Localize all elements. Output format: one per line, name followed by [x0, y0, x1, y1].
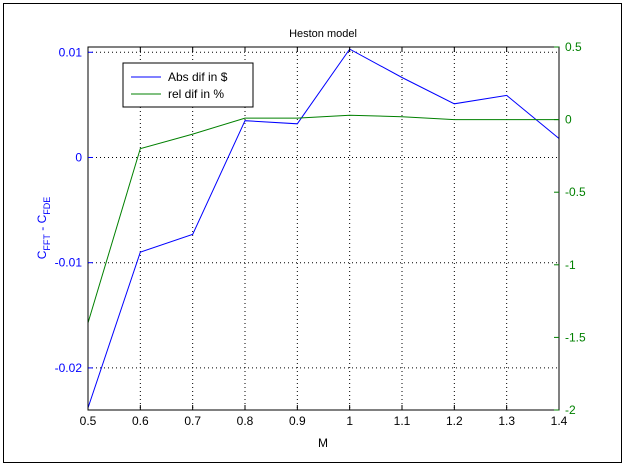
- y-right-tick-label: 0.5: [565, 40, 582, 54]
- x-tick-label: 0.7: [184, 414, 201, 428]
- x-tick-label: 1.3: [498, 414, 515, 428]
- x-tick-label: 1: [346, 414, 353, 428]
- y-right-tick-label: 0: [565, 113, 572, 127]
- y-right-tick-label: -0.5: [565, 185, 586, 199]
- chart: 0.5 0.6 0.7 0.8 0.9 1 1.1 1.2 1.3 1.4 -0.02 -0.01 0 0…: [35, 28, 586, 450]
- y-left-tick-label: -0.02: [55, 361, 83, 375]
- x-tick-label: 1.4: [551, 414, 568, 428]
- series-line-rel-dif: [87, 114, 559, 324]
- y-left-tick-label: 0.01: [59, 45, 83, 59]
- y-right-tick-label: -1: [565, 258, 576, 272]
- legend: Abs dif in $ rel dif in %: [122, 62, 254, 108]
- legend-label: Abs dif in $: [168, 70, 228, 84]
- y-right-tick-label: -2: [565, 403, 576, 417]
- series-line-abs-dif: [87, 48, 560, 409]
- series-layer: [87, 48, 560, 409]
- x-tick-label: 0.6: [132, 414, 149, 428]
- x-tick-label: 0.5: [80, 414, 97, 428]
- y-axis-label-left: CFFT - CFDE: [35, 197, 52, 260]
- x-axis-label: M: [318, 436, 328, 450]
- y-label-main: C: [35, 250, 49, 259]
- x-tick-label: 1.2: [446, 414, 463, 428]
- y-left-tick-label: -0.01: [55, 256, 83, 270]
- chart-title: Heston model: [289, 28, 357, 40]
- figure-window: 0.5 0.6 0.7 0.8 0.9 1 1.1 1.2 1.3 1.4 -0.02 -0.01 0 0…: [3, 3, 622, 463]
- y-right-tick-label: -1.5: [565, 330, 586, 344]
- y-label-sub2: FDE: [42, 197, 52, 215]
- x-tick-label: 1.1: [394, 414, 411, 428]
- plot-frame: [87, 46, 560, 411]
- y-label-sub1: FFT: [42, 234, 52, 251]
- legend-label: rel dif in %: [168, 87, 224, 101]
- tick-layer: 0.5 0.6 0.7 0.8 0.9 1 1.1 1.2 1.3 1.4 -0.02 -0.01 0 0…: [55, 40, 586, 428]
- y-left-tick-label: 0: [75, 150, 82, 164]
- y-label-dash: - C: [35, 214, 49, 234]
- legend-box: [122, 62, 254, 108]
- x-tick-label: 0.9: [289, 414, 306, 428]
- x-tick-label: 0.8: [237, 414, 254, 428]
